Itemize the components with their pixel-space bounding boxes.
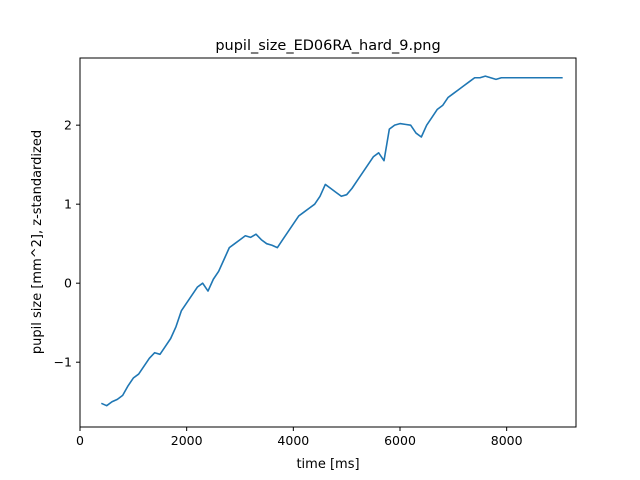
series-line bbox=[101, 75, 563, 407]
y-tick-label: 1 bbox=[64, 197, 72, 212]
y-tick-label: 0 bbox=[64, 276, 72, 291]
x-tick-label: 0 bbox=[76, 433, 84, 448]
y-tick-label: 2 bbox=[64, 118, 72, 133]
x-tick-label: 6000 bbox=[384, 433, 416, 448]
y-axis-ticks: −1 0 1 2 bbox=[54, 118, 80, 370]
y-tick-label: −1 bbox=[54, 355, 72, 370]
x-axis-ticks: 0 2000 4000 6000 8000 bbox=[76, 427, 523, 448]
plot-area bbox=[79, 57, 577, 428]
x-tick-label: 2000 bbox=[171, 433, 203, 448]
axes-frame bbox=[79, 57, 577, 428]
x-tick-label: 4000 bbox=[277, 433, 309, 448]
chart-title: pupil_size_ED06RA_hard_9.png bbox=[215, 38, 440, 54]
y-axis-label: pupil size [mm^2], z-standardized bbox=[30, 130, 45, 354]
x-axis-label: time [ms] bbox=[296, 457, 359, 472]
x-tick-label: 8000 bbox=[491, 433, 523, 448]
